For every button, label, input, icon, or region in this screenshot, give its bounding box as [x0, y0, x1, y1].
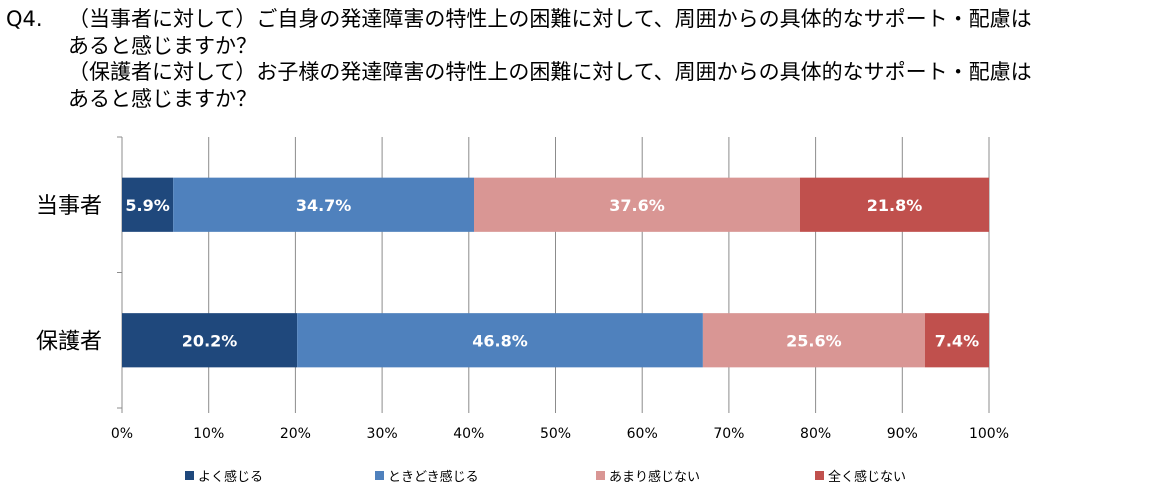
chart-legend: よく感じる ときどき感じる あまり感じない 全く感じない — [0, 466, 1153, 486]
legend-swatch — [815, 471, 824, 480]
x-tick-label: 0% — [111, 426, 133, 442]
question-line-3: （保護者に対して）お子様の発達障害の特性上の困難に対して、周囲からの具体的なサポ… — [68, 60, 1032, 84]
legend-label: 全く感じない — [828, 470, 907, 485]
legend-item: よく感じる — [185, 466, 263, 485]
legend-label: よく感じる — [198, 470, 264, 485]
bar-segment — [799, 177, 989, 232]
legend-item: 全く感じない — [815, 466, 906, 485]
x-tick-label: 10% — [193, 426, 224, 442]
x-tick-label: 60% — [627, 426, 658, 442]
bar-segment — [702, 313, 925, 368]
data-label: 5.9% — [125, 196, 169, 215]
bar-segment — [173, 177, 475, 232]
bar-segment — [474, 177, 800, 232]
data-label: 25.6% — [786, 331, 842, 350]
data-label: 46.8% — [472, 331, 528, 350]
data-label: 37.6% — [609, 196, 665, 215]
bar-segment — [297, 313, 703, 368]
x-tick-label: 100% — [969, 426, 1009, 442]
legend-swatch — [596, 471, 605, 480]
question-line-1: （当事者に対して）ご自身の発達障害の特性上の困難に対して、周囲からの具体的なサポ… — [68, 7, 1032, 31]
x-tick-label: 70% — [713, 426, 744, 442]
category-label: 保護者 — [36, 329, 102, 354]
bar-segment — [122, 313, 298, 368]
x-tick-label: 40% — [453, 426, 484, 442]
data-label: 21.8% — [867, 196, 923, 215]
legend-label: ときどき感じる — [388, 470, 479, 485]
legend-swatch — [185, 471, 194, 480]
legend-item: あまり感じない — [596, 466, 700, 485]
x-tick-label: 90% — [887, 426, 918, 442]
bar-segment — [924, 313, 989, 368]
legend-item: ときどき感じる — [375, 466, 479, 485]
question-line-2: あると感じますか？ — [68, 33, 257, 58]
legend-label: あまり感じない — [609, 470, 701, 485]
x-tick-label: 30% — [367, 426, 398, 442]
bar-segment — [122, 177, 174, 232]
category-label: 当事者 — [36, 194, 102, 219]
question-number: Q4. — [6, 7, 43, 31]
question-block: Q4. （当事者に対して）ご自身の発達障害の特性上の困難に対して、周囲からの具体… — [6, 6, 1146, 112]
data-label: 34.7% — [296, 196, 352, 215]
data-label: 7.4% — [935, 331, 979, 350]
x-tick-label: 20% — [280, 426, 311, 442]
question-line-4: あると感じますか？ — [68, 86, 257, 111]
data-label: 20.2% — [182, 331, 238, 350]
legend-swatch — [375, 471, 384, 480]
x-tick-label: 50% — [540, 426, 571, 442]
x-tick-label: 80% — [800, 426, 831, 442]
